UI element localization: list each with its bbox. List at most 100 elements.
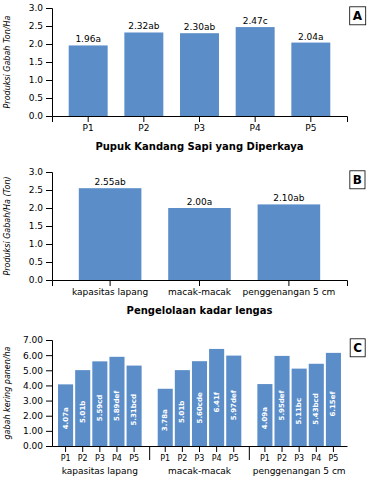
tick: 4.00 [23, 381, 52, 391]
tick-label: 3.0 [29, 167, 44, 177]
data-labels: 1.96a2.32ab2.30ab2.47c2.04a [75, 16, 323, 44]
tick-mark [46, 355, 52, 356]
tick: 1.0 [29, 239, 52, 249]
tick-label: 2.5 [29, 21, 43, 31]
tick-label: 2.0 [29, 39, 44, 49]
tick-mark [143, 116, 144, 122]
bar [79, 188, 142, 280]
bars [79, 188, 320, 280]
tick-mark [199, 116, 200, 122]
tick-mark [99, 446, 100, 452]
tick-mark [134, 446, 135, 452]
title: A [353, 9, 363, 23]
axis-line [53, 117, 348, 123]
tick: 2.0 [29, 39, 52, 49]
tick-mark [199, 280, 200, 286]
bar [226, 356, 241, 446]
panel: 0.00.51.01.52.02.53.0Produksi Gabah Ton/… [3, 3, 366, 152]
data-label: 5.11bc [295, 398, 303, 424]
data-label: 2.00a [187, 197, 213, 207]
panel-label: B [350, 171, 365, 189]
tick-label: 3.0 [29, 3, 44, 13]
label-box [350, 339, 365, 357]
tick: 2.00 [23, 411, 52, 421]
data-labels: 2.55ab2.00a2.10ab [94, 177, 304, 207]
tick-mark [110, 280, 111, 286]
tick-label: 6.00 [23, 351, 43, 361]
label-box [350, 7, 366, 25]
axis-line [46, 341, 53, 447]
tick-mark [182, 446, 183, 452]
tick: P2 [78, 446, 88, 463]
bar [236, 27, 275, 116]
tick-mark [65, 446, 66, 452]
tick: P5 [305, 116, 316, 133]
bar [168, 208, 231, 280]
tick-mark [46, 431, 52, 432]
axis-line [46, 173, 53, 281]
tick-mark [282, 446, 283, 452]
tick-label: P4 [311, 454, 321, 463]
tick-mark [46, 208, 52, 209]
axis: P1P2P3P4P5 [160, 446, 238, 463]
tick: 0.5 [29, 93, 52, 103]
bar [180, 33, 219, 116]
axis: P1P2P3P4P5 [61, 446, 139, 463]
y-axis-label: gabah kering panen/ha [3, 346, 12, 439]
tick: P1 [160, 446, 170, 463]
tick: 2.5 [29, 21, 52, 31]
tick-label: P5 [129, 454, 139, 463]
data-label: 5.89def [113, 390, 121, 421]
tick-mark [46, 401, 52, 402]
tick-mark [46, 98, 52, 99]
data-label: 5.43bcd [312, 393, 320, 424]
bar [69, 45, 108, 116]
tick-label: P5 [305, 123, 316, 133]
bars [58, 349, 341, 446]
tick: P1 [61, 446, 71, 463]
data-label: 4.07a [62, 407, 70, 429]
tick-mark [46, 8, 52, 9]
tick-mark [46, 385, 52, 386]
tick-label: macak-macak [168, 287, 232, 297]
group-label: kapasitas lapang [62, 466, 138, 476]
axis: P1P2P3P4P5 [260, 446, 338, 463]
tick: P3 [194, 116, 205, 133]
tick-label: 1.0 [29, 75, 44, 85]
tick-mark [88, 116, 89, 122]
panel: 0.00.51.01.52.02.53.0Produksi Gabah/Ha (… [3, 167, 365, 316]
data-label: 5.01b [79, 401, 87, 423]
tick-label: P4 [112, 454, 122, 463]
tick-mark [264, 446, 265, 452]
tick-mark [46, 62, 52, 63]
data-label: 2.10ab [273, 193, 305, 203]
figure: 0.00.51.01.52.02.53.0Produksi Gabah Ton/… [0, 0, 377, 503]
tick-label: P3 [294, 454, 304, 463]
title: C [353, 341, 362, 355]
tick: P2 [138, 116, 149, 133]
data-label: 2.47c [243, 16, 268, 26]
tick-mark [288, 280, 289, 286]
tick-label: 0.5 [29, 93, 43, 103]
tick: 5.00 [23, 366, 52, 376]
axis: kapasitas lapang macak-macak penggenangan … [53, 280, 348, 297]
title: B [353, 173, 362, 187]
tick: P3 [195, 446, 205, 463]
tick: P1 [83, 116, 94, 133]
tick: kapasitas lapang [72, 280, 148, 297]
tick-mark [233, 446, 234, 452]
tick-mark [116, 446, 117, 452]
tick-mark [255, 116, 256, 122]
tick-mark [199, 446, 200, 452]
tick-label: P3 [195, 454, 205, 463]
group-label: penggenangan 5 cm [253, 466, 346, 476]
tick: 3.00 [23, 396, 52, 406]
tick-mark [46, 280, 52, 281]
tick-label: penggenangan 5 cm [242, 287, 335, 297]
bar [175, 370, 190, 446]
tick-label: P1 [83, 123, 94, 133]
data-label: 5.95def [278, 389, 286, 420]
bar [326, 353, 341, 446]
bar [257, 384, 272, 446]
data-label: 2.32ab [128, 21, 160, 31]
